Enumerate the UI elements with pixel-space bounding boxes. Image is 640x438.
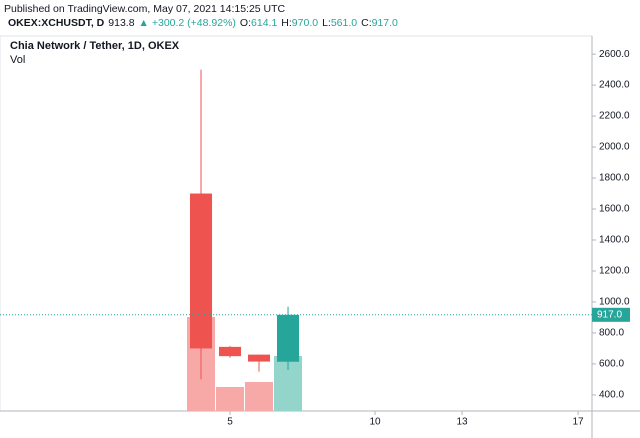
y-tick-label: 1000.0 xyxy=(599,297,630,308)
x-tick-label: 5 xyxy=(227,417,233,428)
ohlc-value: 970.0 xyxy=(292,17,318,29)
symbol: OKEX:XCHUSDT, D xyxy=(8,17,105,29)
price-label-box xyxy=(592,307,630,322)
y-tick-label: 1800.0 xyxy=(599,173,630,184)
ohlc-value: 614.1 xyxy=(251,17,277,29)
ohlc-key: H: xyxy=(281,17,292,29)
price-label: 917.0 xyxy=(597,309,622,320)
y-tick-label: 600.0 xyxy=(599,359,624,370)
candle-body xyxy=(247,354,271,362)
y-tick-label: 1400.0 xyxy=(599,235,630,246)
candle-body xyxy=(277,314,300,362)
chart-title: Chia Network / Tether, 1D, OKEX xyxy=(10,40,180,52)
candle-body xyxy=(189,193,213,349)
y-tick-label: 2600.0 xyxy=(599,49,630,60)
ohlc-key: C: xyxy=(361,17,372,29)
candle-body xyxy=(218,346,242,357)
x-tick-label: 13 xyxy=(456,417,468,428)
y-tick-label: 2200.0 xyxy=(599,111,630,122)
x-tick-label: 17 xyxy=(573,417,585,428)
y-tick-label: 1600.0 xyxy=(599,204,630,215)
y-tick-label: 400.0 xyxy=(599,390,624,401)
y-tick-label: 2000.0 xyxy=(599,142,630,153)
y-tick-label: 1200.0 xyxy=(599,266,630,277)
published-note: Published on TradingView.com, May 07, 20… xyxy=(4,3,286,15)
ohlc-key: L: xyxy=(322,17,331,29)
ohlc-key: O: xyxy=(240,17,251,29)
x-tick-label: 10 xyxy=(369,417,381,428)
symbol-line: OKEX:XCHUSDT, D 913.8 ▲ +300.2 (+48.92%) O:… xyxy=(8,17,398,29)
y-tick-label: 2400.0 xyxy=(599,80,630,91)
y-tick-label: 800.0 xyxy=(599,328,624,339)
volume-bar xyxy=(245,382,274,411)
ohlc-value: 561.0 xyxy=(331,17,357,29)
last-price: 913.8 xyxy=(108,17,134,29)
volume-bar xyxy=(216,387,245,411)
change: ▲ +300.2 (+48.92%) xyxy=(139,17,236,29)
ohlc-value: 917.0 xyxy=(372,17,398,29)
volume-label: Vol xyxy=(10,54,25,66)
